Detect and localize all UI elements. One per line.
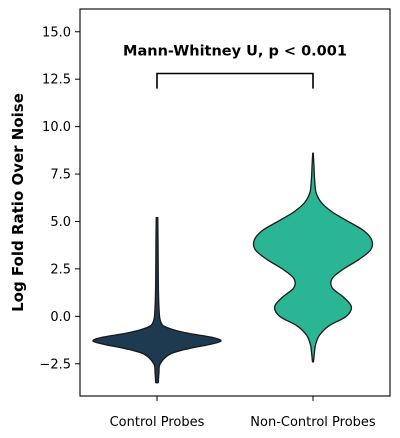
plot-frame bbox=[79, 8, 391, 397]
violin-control-probes bbox=[92, 217, 222, 384]
y-tick-label: 10.0 bbox=[42, 120, 71, 135]
y-tick-label: 12.5 bbox=[42, 73, 71, 88]
y-tick-label: −2.5 bbox=[39, 357, 71, 372]
y-tick-label: 0.0 bbox=[50, 310, 71, 325]
x-axis: Control Probes Non-Control Probes bbox=[110, 396, 376, 430]
plot-area bbox=[79, 8, 391, 397]
y-axis: −2.5 0.0 2.5 5.0 7.5 10.0 12.5 15.0 bbox=[39, 25, 80, 372]
y-tick-label: 15.0 bbox=[42, 25, 71, 40]
x-tick-label: Control Probes bbox=[110, 415, 205, 430]
y-tick-label: 2.5 bbox=[50, 262, 71, 277]
y-tick-label: 5.0 bbox=[50, 215, 71, 230]
significance-annotation: Mann-Whitney U, p < 0.001 bbox=[123, 44, 347, 89]
significance-bracket bbox=[156, 72, 314, 89]
significance-label: Mann-Whitney U, p < 0.001 bbox=[123, 44, 347, 60]
y-axis-label: Log Fold Ratio Over Noise bbox=[9, 93, 27, 312]
violin-non-control-probes bbox=[252, 152, 374, 363]
x-tick-label: Non-Control Probes bbox=[250, 415, 376, 430]
violins bbox=[92, 152, 374, 384]
y-tick-label: 7.5 bbox=[50, 168, 71, 183]
